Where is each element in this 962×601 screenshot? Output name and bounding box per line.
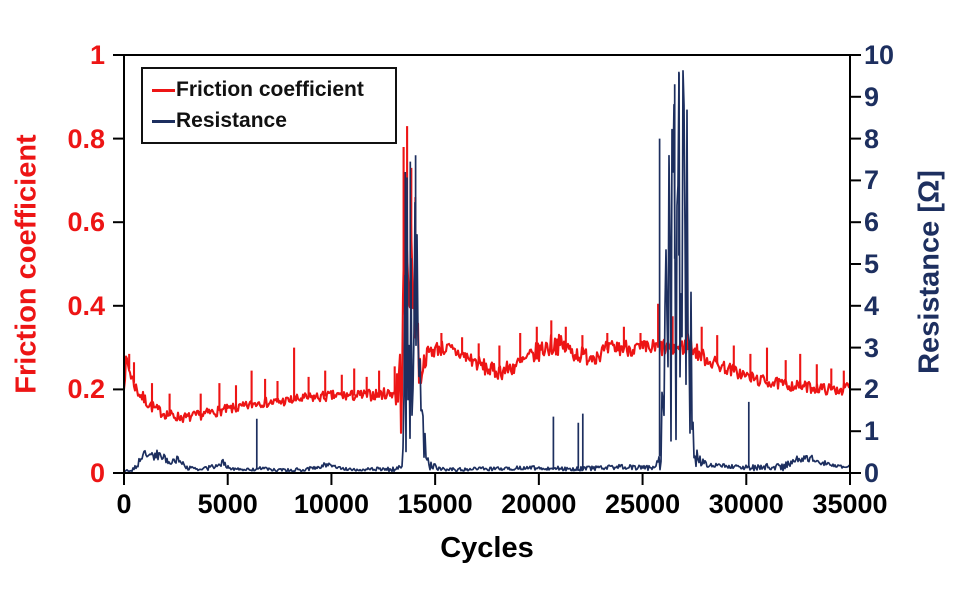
y-right-tick-label: 8	[864, 123, 880, 154]
left-axis-title: Friction coefficient	[10, 134, 43, 394]
legend-label-friction: Friction coefficient	[176, 78, 364, 101]
x-tick-label: 5000	[197, 489, 258, 519]
x-tick-label: 35000	[812, 489, 888, 519]
y-left-tick-label: 0.8	[67, 123, 105, 154]
y-right-tick-label: 0	[864, 458, 880, 488]
legend-label-resistance: Resistance	[176, 109, 287, 132]
x-tick-label: 0	[116, 489, 132, 519]
legend-line-resistance-icon	[152, 119, 175, 123]
y-right-tick-label: 9	[864, 81, 880, 112]
legend: Friction coefficient Resistance	[141, 67, 397, 144]
x-tick-label: 25000	[605, 489, 681, 519]
legend-item-resistance: Resistance	[152, 109, 395, 133]
y-right-tick-label: 5	[864, 249, 880, 279]
y-right-tick-label: 4	[864, 290, 880, 321]
legend-item-friction: Friction coefficient	[152, 78, 395, 102]
y-right-tick-label: 3	[864, 332, 880, 363]
y-left-tick-label: 1	[89, 40, 105, 70]
y-left-tick-label: 0.2	[67, 374, 105, 405]
x-axis-title: Cycles	[440, 532, 534, 564]
y-left-tick-label: 0	[89, 458, 105, 488]
y-right-tick-label: 6	[864, 207, 880, 238]
y-right-tick-label: 10	[864, 40, 895, 70]
y-left-tick-label: 0.6	[67, 207, 105, 238]
legend-line-friction-icon	[152, 88, 175, 92]
y-right-tick-label: 7	[864, 165, 880, 196]
y-right-tick-label: 2	[864, 374, 880, 405]
y-right-tick-label: 1	[864, 416, 880, 447]
x-tick-label: 20000	[501, 489, 577, 519]
x-tick-label: 15000	[397, 489, 473, 519]
x-tick-label: 10000	[293, 489, 369, 519]
x-tick-label: 30000	[708, 489, 784, 519]
y-left-tick-label: 0.4	[67, 290, 105, 321]
